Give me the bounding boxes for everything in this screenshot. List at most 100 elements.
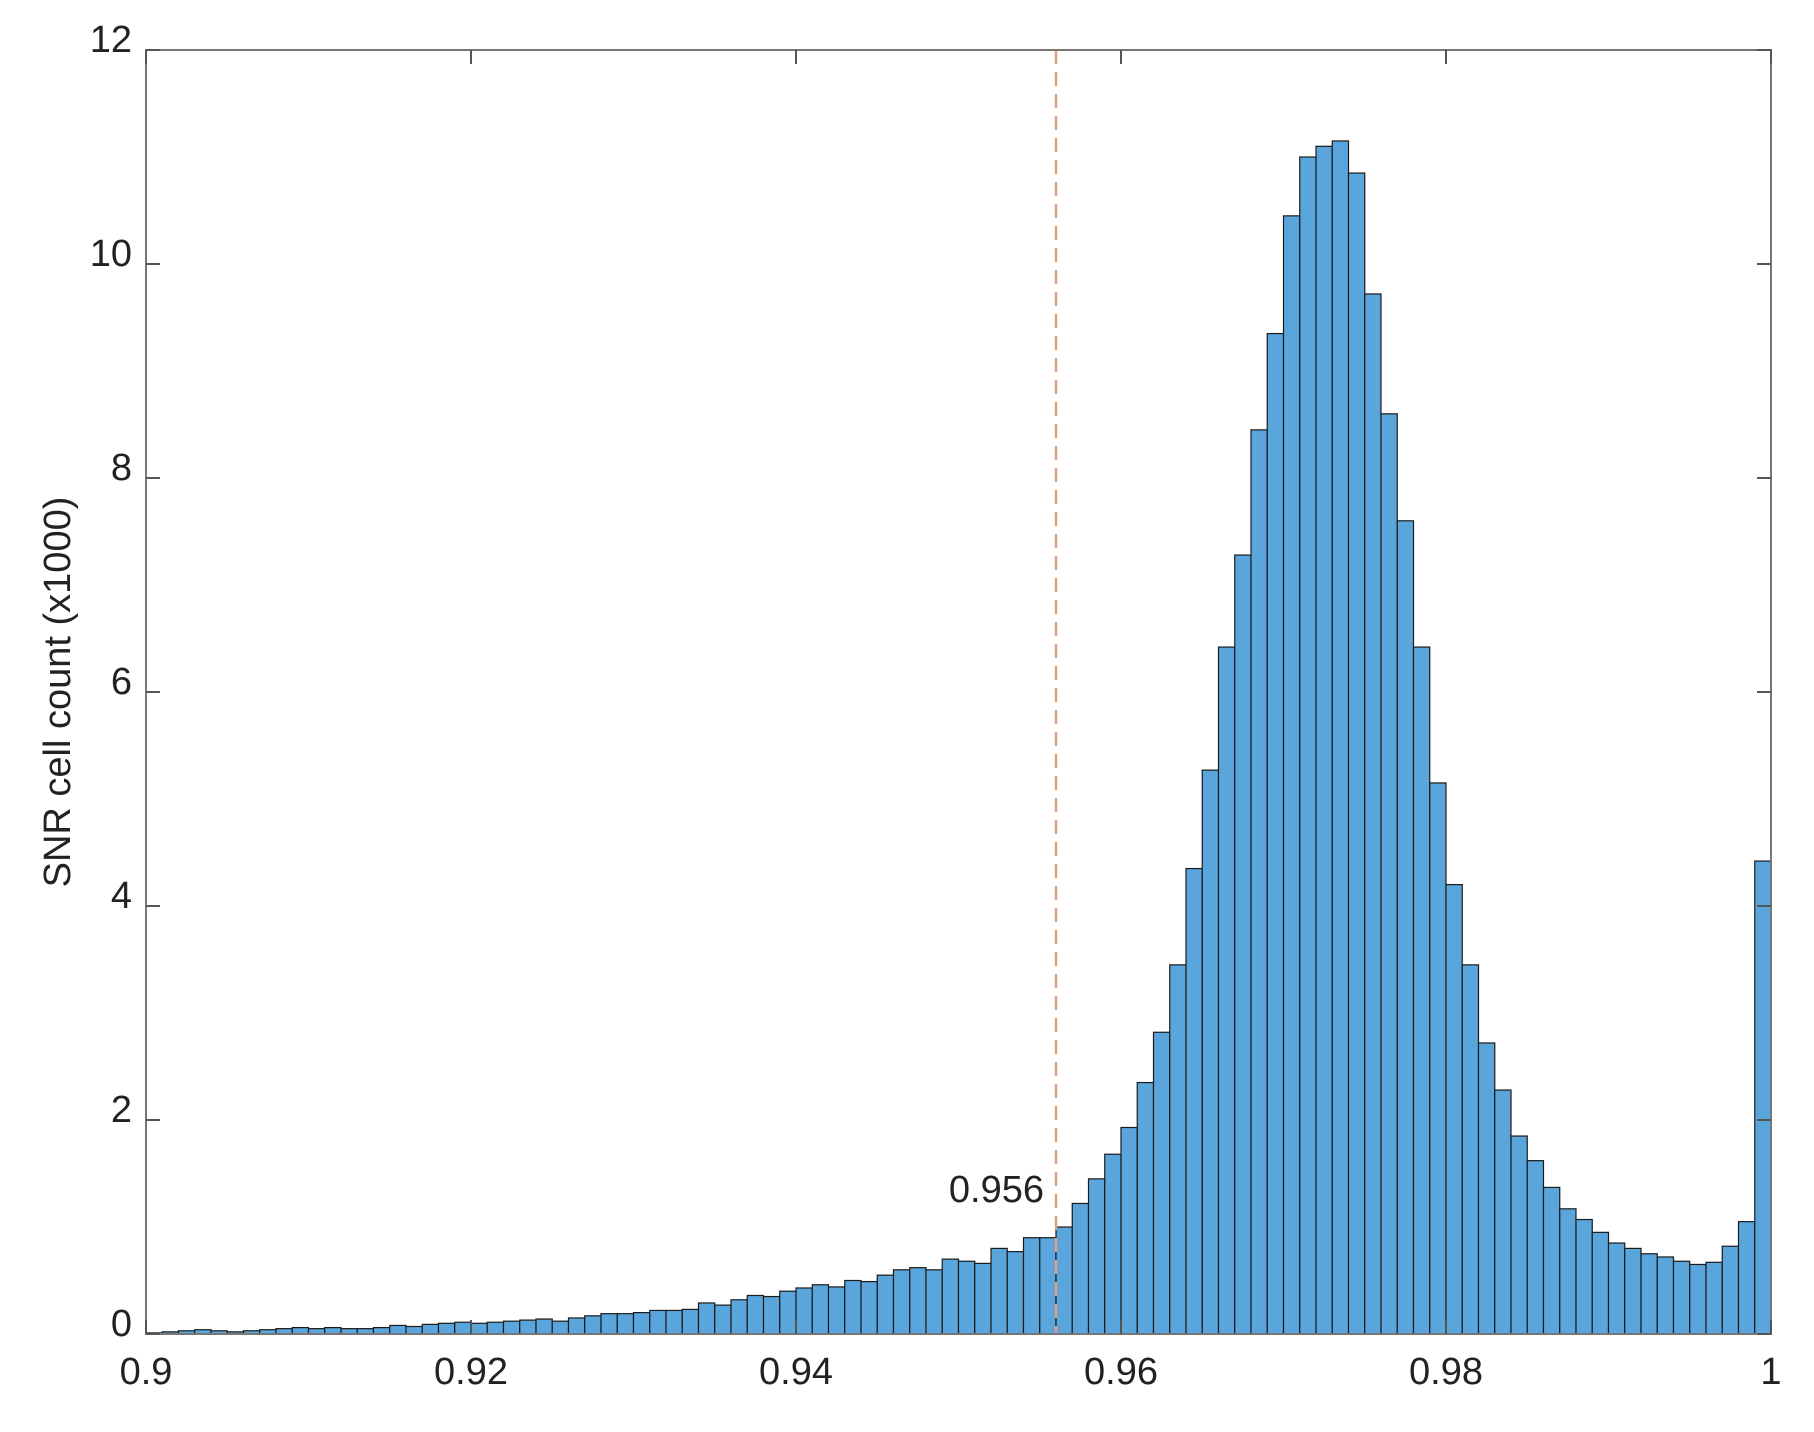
bar xyxy=(1591,1231,1610,1335)
bar xyxy=(535,1318,553,1335)
bar xyxy=(941,1258,960,1335)
bar xyxy=(1104,1153,1122,1335)
bar xyxy=(470,1322,488,1335)
bar xyxy=(551,1320,570,1335)
bar xyxy=(1737,1221,1756,1335)
bar xyxy=(957,1260,976,1335)
y-tick-label: 12 xyxy=(90,19,132,61)
bar xyxy=(1364,293,1382,1335)
bar xyxy=(697,1302,716,1335)
y-tick-label: 2 xyxy=(111,1089,132,1131)
bar xyxy=(600,1313,618,1335)
bar xyxy=(1624,1247,1642,1335)
y-tick-label: 8 xyxy=(111,447,132,489)
y-tick-label: 6 xyxy=(111,661,132,703)
bar xyxy=(649,1309,667,1335)
bar xyxy=(844,1279,862,1335)
bar xyxy=(1640,1253,1658,1335)
bar xyxy=(876,1274,895,1335)
bar xyxy=(1120,1126,1138,1335)
y-axis-label: SNR cell count (x1000) xyxy=(37,497,79,888)
bar xyxy=(1299,156,1317,1335)
bar xyxy=(827,1286,846,1335)
bar xyxy=(730,1299,748,1335)
bar xyxy=(584,1315,602,1335)
x-tick-label: 0.9 xyxy=(120,1351,173,1393)
bar xyxy=(1672,1260,1691,1335)
bar xyxy=(746,1294,765,1335)
x-tick-label: 0.92 xyxy=(434,1351,508,1393)
bar xyxy=(1087,1178,1106,1335)
bar xyxy=(1445,883,1463,1335)
bar xyxy=(1039,1237,1057,1335)
bar xyxy=(892,1269,911,1335)
bar xyxy=(1055,1226,1073,1335)
bar xyxy=(519,1319,537,1335)
bar xyxy=(1542,1186,1561,1335)
bar xyxy=(437,1322,456,1335)
bar xyxy=(421,1323,440,1335)
bar xyxy=(1201,769,1220,1335)
bar xyxy=(1282,215,1301,1335)
bar xyxy=(486,1321,505,1335)
x-tick-label: 0.94 xyxy=(759,1351,833,1393)
bar xyxy=(1607,1242,1626,1335)
bar xyxy=(1380,413,1398,1335)
bar xyxy=(1429,782,1447,1335)
x-tick-label: 0.96 xyxy=(1084,1351,1158,1393)
bar xyxy=(795,1287,813,1335)
bar xyxy=(1559,1208,1577,1335)
bar xyxy=(860,1280,878,1335)
bar xyxy=(1656,1256,1675,1335)
bar xyxy=(1250,429,1268,1335)
bar xyxy=(1705,1261,1723,1335)
bar xyxy=(502,1320,521,1335)
bar xyxy=(714,1304,732,1335)
y-tick-label: 10 xyxy=(90,233,132,275)
bar xyxy=(389,1324,407,1335)
bar xyxy=(1169,964,1187,1335)
bar xyxy=(1754,860,1772,1335)
bar xyxy=(1575,1218,1593,1335)
bar xyxy=(762,1295,781,1335)
bar xyxy=(1331,140,1350,1335)
y-tick-label: 0 xyxy=(111,1303,132,1345)
bar xyxy=(1721,1245,1740,1335)
bar xyxy=(1526,1160,1545,1335)
threshold-label: 0.956 xyxy=(949,1169,1044,1211)
bar xyxy=(1234,554,1252,1335)
bar xyxy=(681,1308,700,1335)
bar xyxy=(811,1284,830,1335)
bar xyxy=(1689,1263,1707,1335)
bar xyxy=(1136,1081,1155,1335)
bar xyxy=(1510,1135,1528,1335)
bar xyxy=(1477,1042,1496,1335)
bar xyxy=(1006,1251,1025,1335)
bar xyxy=(1494,1089,1512,1335)
bar xyxy=(567,1317,586,1335)
bar xyxy=(1461,964,1480,1335)
bar xyxy=(1022,1237,1041,1335)
bar xyxy=(616,1313,635,1335)
bar xyxy=(405,1325,423,1335)
bar xyxy=(974,1262,992,1335)
bar xyxy=(990,1247,1008,1335)
bar xyxy=(1347,172,1366,1335)
y-tick-label: 4 xyxy=(111,875,132,917)
bar xyxy=(1315,145,1333,1335)
bar xyxy=(925,1269,943,1335)
bar xyxy=(779,1290,797,1335)
bar xyxy=(632,1311,651,1335)
bar xyxy=(1396,520,1415,1335)
bar xyxy=(1152,1031,1171,1335)
bar xyxy=(665,1309,683,1335)
x-tick-label: 0.98 xyxy=(1409,1351,1483,1393)
bar xyxy=(1185,867,1203,1335)
bar xyxy=(454,1321,472,1335)
bar xyxy=(1071,1202,1090,1335)
x-tick-label: 1 xyxy=(1760,1351,1781,1393)
bar xyxy=(1266,332,1285,1335)
bar xyxy=(909,1267,927,1335)
bar xyxy=(1217,646,1236,1335)
